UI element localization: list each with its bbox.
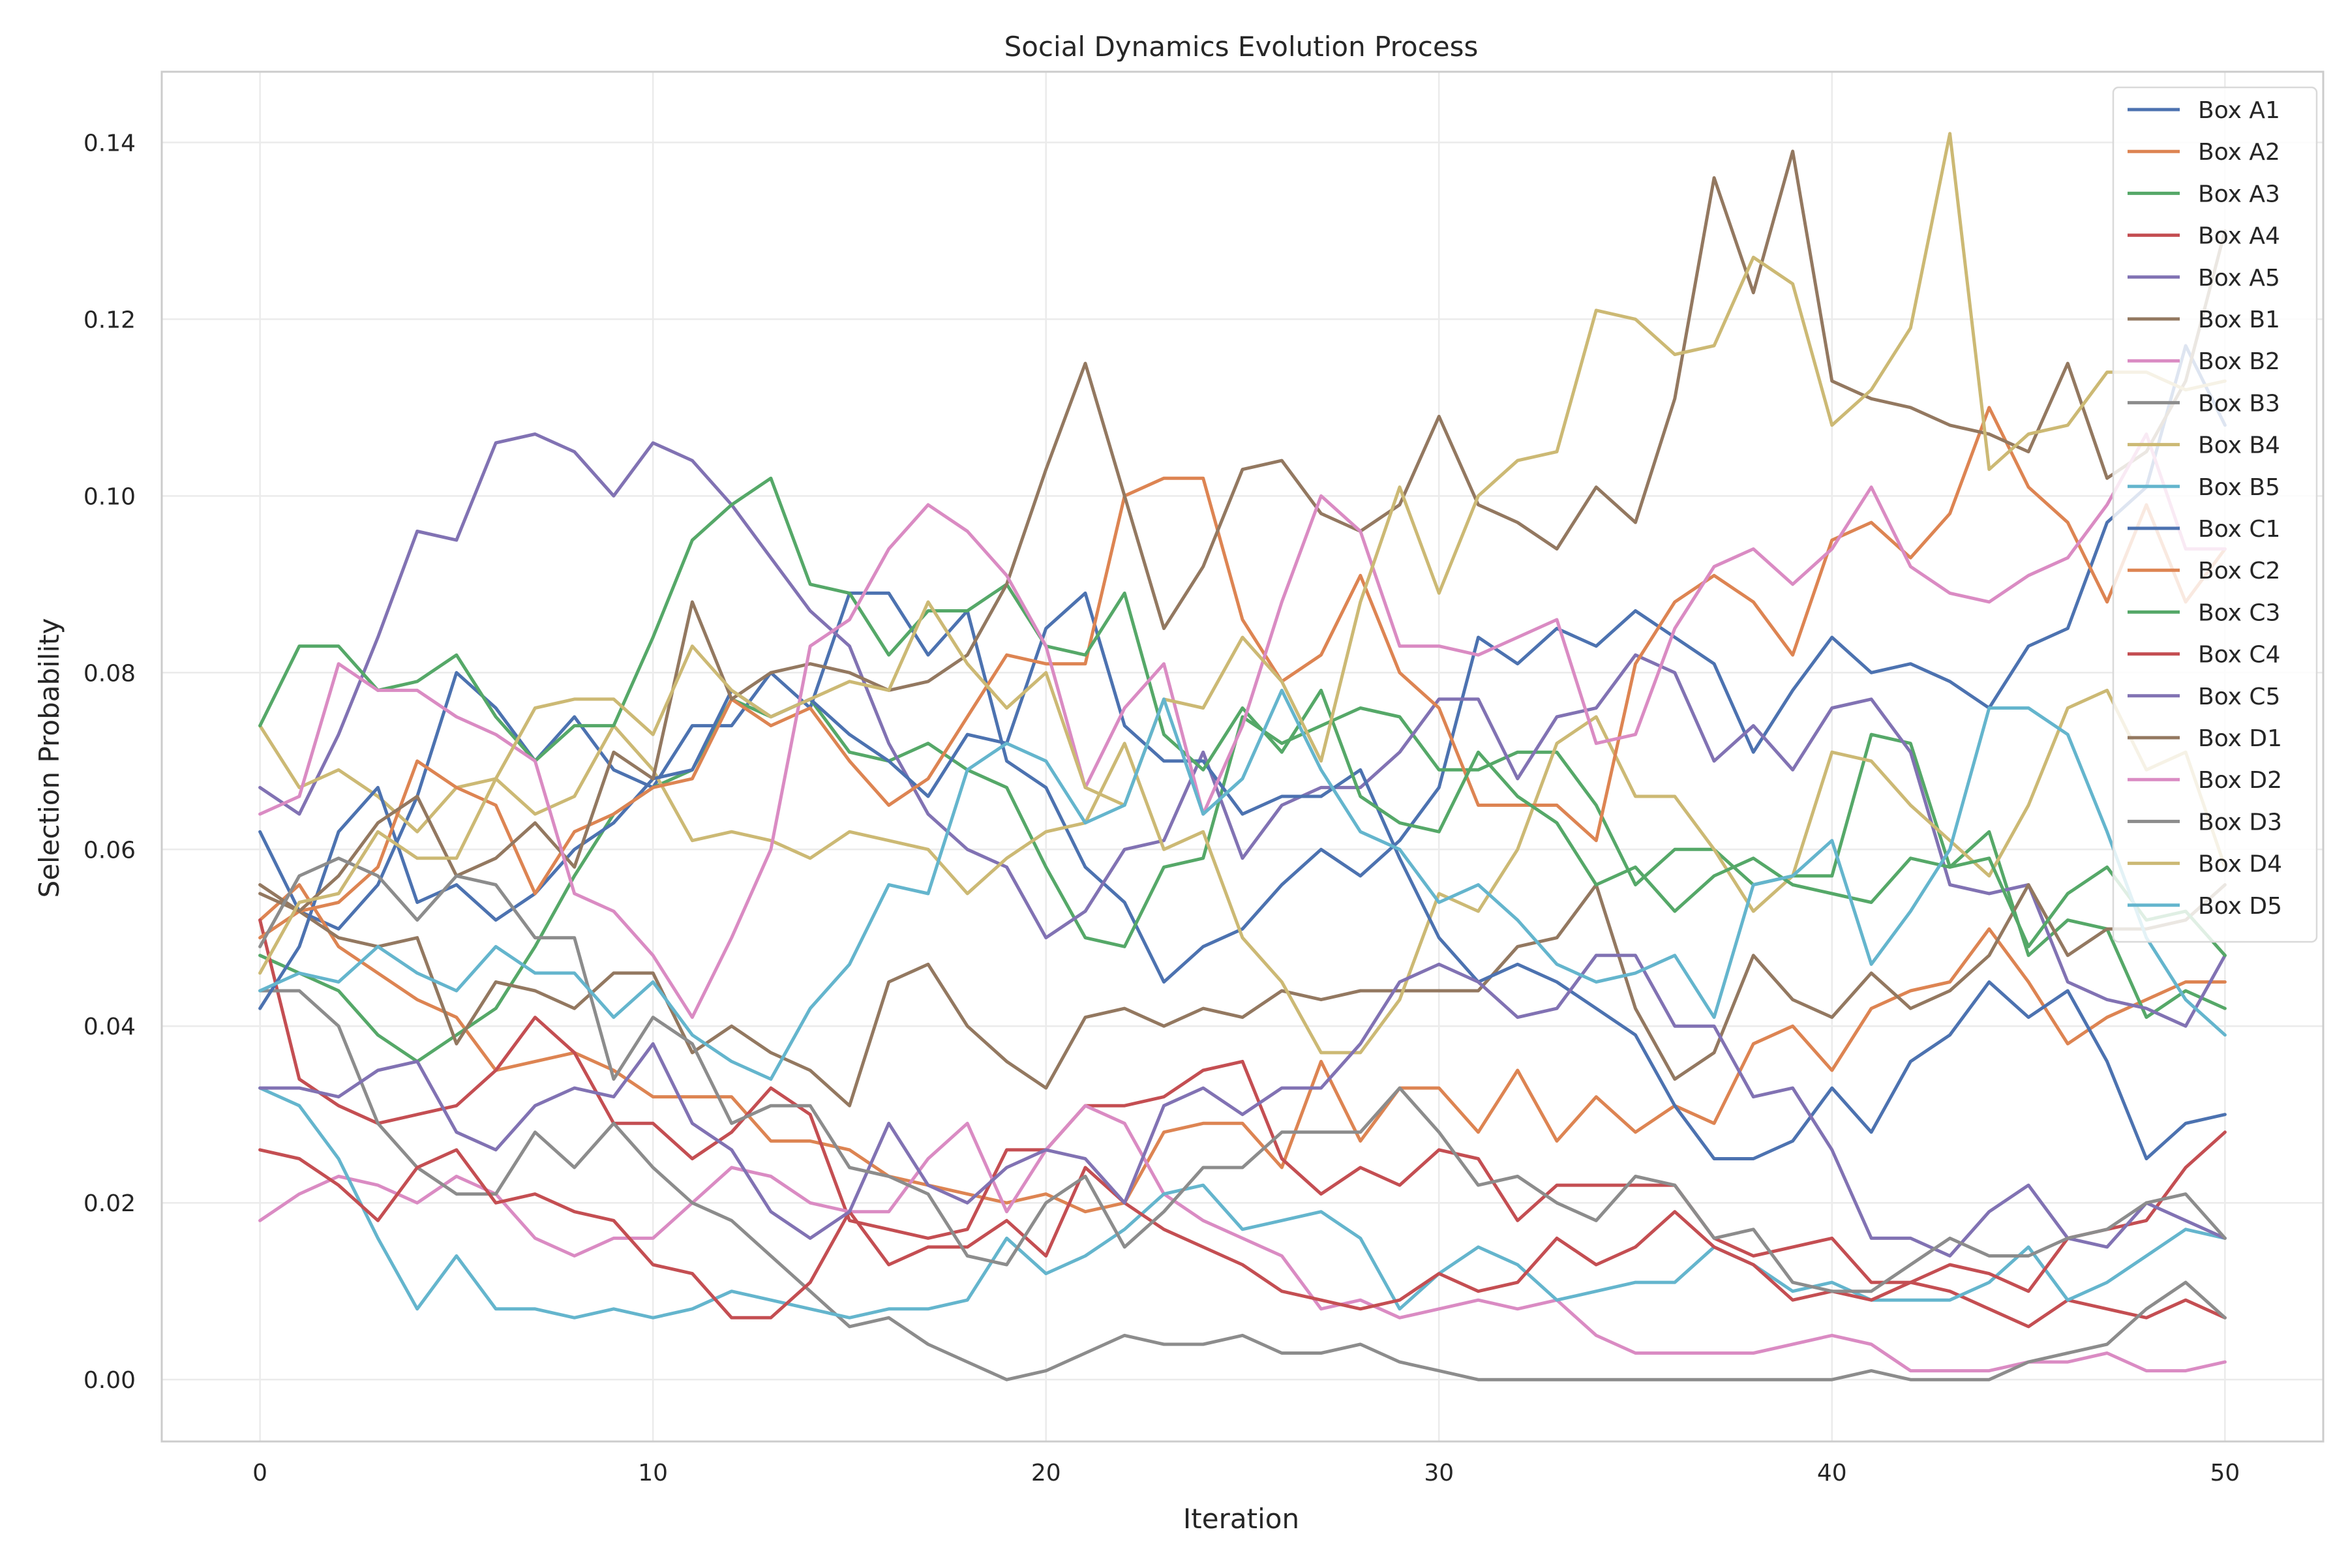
legend-label: Box A2 — [2198, 139, 2280, 166]
legend-label: Box B3 — [2198, 390, 2280, 417]
y-tick-label: 0.00 — [83, 1367, 136, 1394]
legend-label: Box B5 — [2198, 474, 2280, 501]
legend-label: Box A4 — [2198, 223, 2280, 250]
series-line-box-c4 — [258, 1130, 2227, 1319]
legend-label: Box C5 — [2198, 684, 2280, 710]
series-line-box-c3 — [258, 476, 2227, 957]
series-line-box-a1 — [258, 344, 2227, 984]
series-line-box-d1 — [258, 149, 2227, 913]
legend-label: Box A1 — [2198, 97, 2280, 124]
x-tick-label: 10 — [638, 1460, 668, 1486]
x-tick-label: 30 — [1424, 1460, 1454, 1486]
series-line-box-b5 — [258, 1086, 2227, 1319]
x-axis-label: Iteration — [1183, 1503, 1299, 1535]
legend-label: Box C3 — [2198, 599, 2280, 626]
legend-label: Box B1 — [2198, 307, 2280, 333]
legend-label: Box A5 — [2198, 265, 2280, 292]
chart-title: Social Dynamics Evolution Process — [1004, 31, 1479, 63]
series-line-box-c1 — [258, 591, 2227, 1160]
series-line-box-d4 — [258, 132, 2227, 975]
legend-label: Box A3 — [2198, 181, 2280, 207]
series-line-box-d2 — [258, 432, 2227, 1019]
series-layer — [258, 132, 2227, 1381]
legend-label: Box C4 — [2198, 642, 2280, 669]
x-tick-label: 50 — [2210, 1460, 2240, 1486]
legend-label: Box B2 — [2198, 348, 2280, 375]
legend-label: Box D3 — [2198, 809, 2282, 836]
y-tick-label: 0.10 — [83, 483, 136, 510]
legend-label: Box C2 — [2198, 558, 2280, 584]
series-line-box-a3 — [258, 697, 2227, 1063]
y-tick-label: 0.06 — [83, 837, 136, 864]
x-tick-label: 20 — [1031, 1460, 1061, 1486]
series-line-box-a5 — [258, 432, 2227, 1028]
y-tick-label: 0.14 — [83, 130, 136, 157]
series-line-box-b3 — [258, 989, 2227, 1381]
y-tick-label: 0.02 — [83, 1190, 136, 1217]
series-line-box-b1 — [258, 883, 2227, 1108]
legend-label: Box C1 — [2198, 516, 2280, 543]
legend-label: Box D1 — [2198, 725, 2282, 752]
series-line-box-a4 — [258, 918, 2227, 1329]
series-line-box-d3 — [258, 856, 2227, 1293]
legend: Box A1 Box A2 Box A3 Box A4 Box A5 Box B1 Box … — [2112, 86, 2318, 943]
legend-label: Box D2 — [2198, 767, 2282, 794]
y-tick-label: 0.08 — [83, 660, 136, 687]
series-line-box-d5 — [258, 688, 2227, 1081]
x-tick-label: 0 — [252, 1460, 267, 1486]
series-line-box-b4 — [258, 688, 2227, 1055]
tick-layer: 0 10 20 30 40 50 0.00 0.02 0.04 0.06 0.08 0.10 0.12 0… — [83, 130, 2240, 1486]
legend-label: Box D4 — [2198, 851, 2282, 878]
y-tick-label: 0.04 — [83, 1014, 136, 1040]
y-tick-label: 0.12 — [83, 307, 136, 333]
legend-label: Box B4 — [2198, 432, 2280, 459]
legend-box — [2112, 86, 2318, 943]
plot-frame — [160, 70, 2325, 1443]
y-axis-label: Selection Probability — [33, 618, 65, 898]
series-line-box-c5 — [258, 954, 2227, 1258]
legend-label: Box D5 — [2198, 893, 2282, 920]
series-line-box-b2 — [258, 1104, 2227, 1373]
x-tick-label: 40 — [1817, 1460, 1847, 1486]
